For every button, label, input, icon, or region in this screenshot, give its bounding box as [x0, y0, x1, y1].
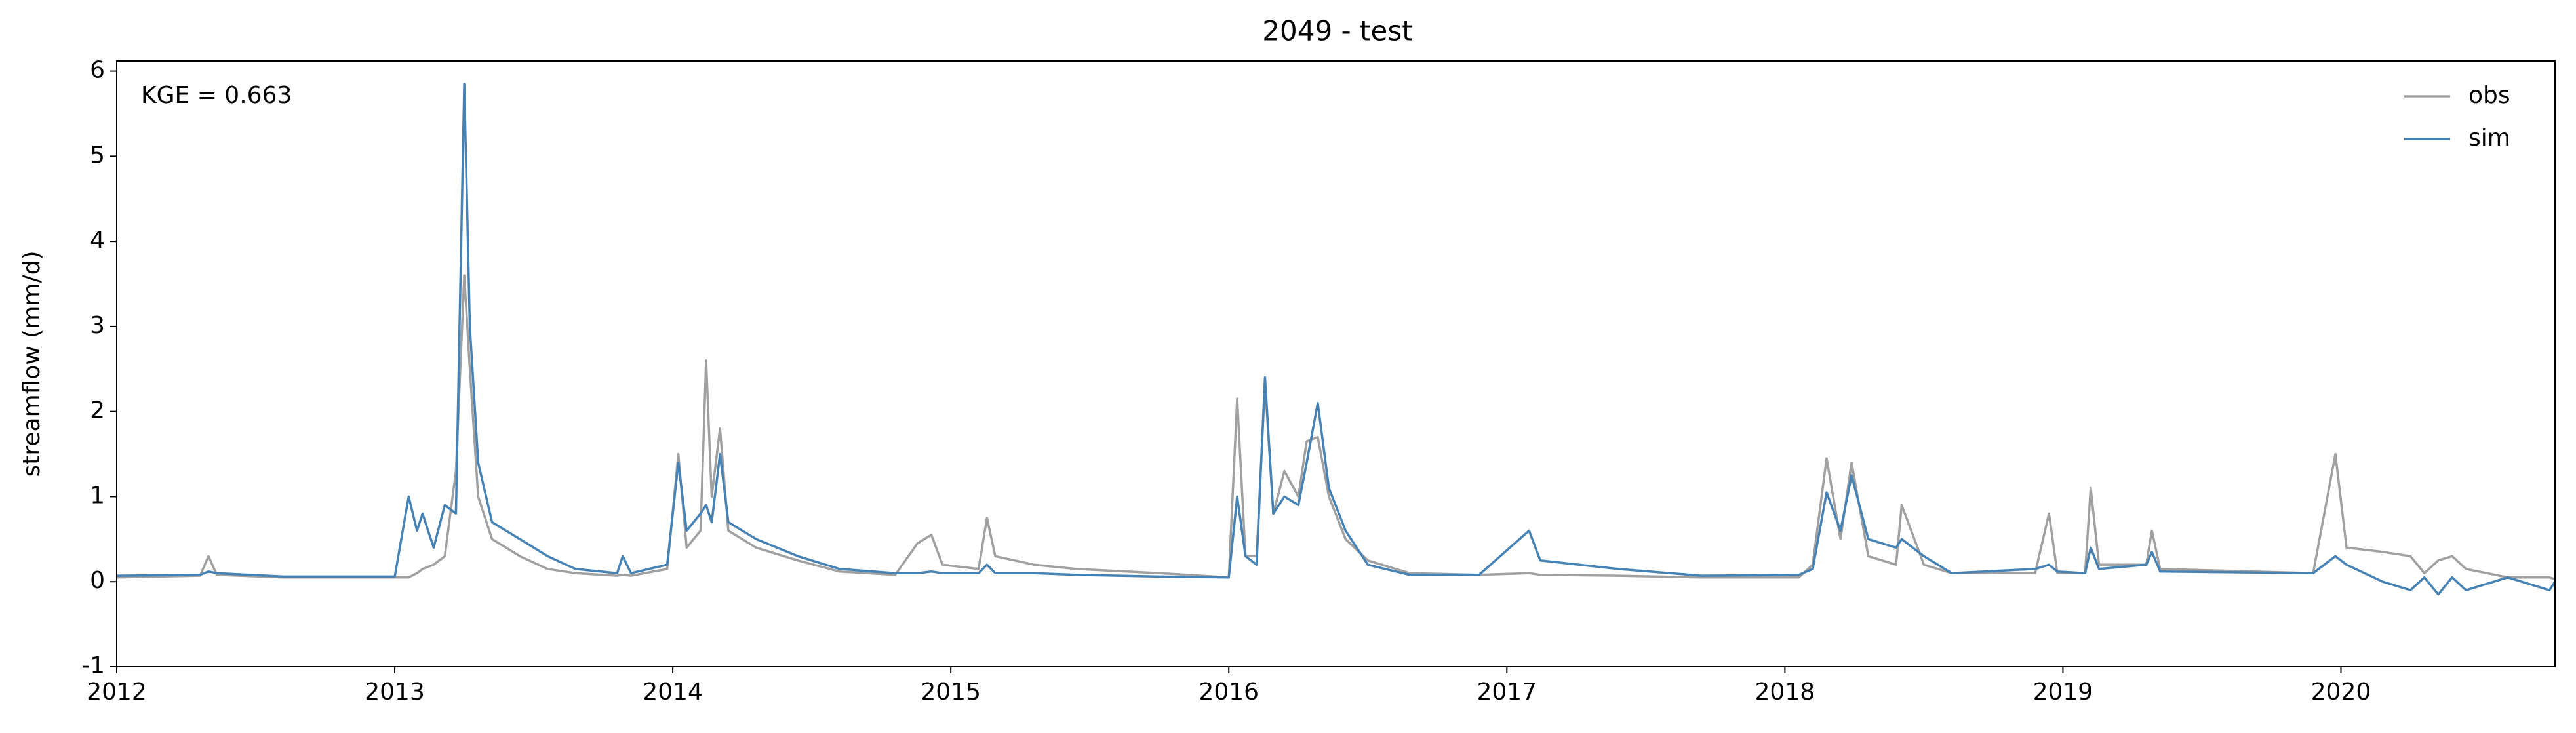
x-tick-label: 2020: [2311, 679, 2371, 705]
y-tick-label: -1: [81, 652, 105, 679]
legend-label: obs: [2468, 82, 2510, 109]
x-tick-label: 2018: [1755, 679, 1815, 705]
y-axis-label: streamflow (mm/d): [18, 251, 45, 477]
axes-frame: [116, 60, 2556, 667]
y-tick-label: 2: [90, 397, 105, 424]
series-line: [116, 274, 2556, 580]
x-tick-label: 2019: [2033, 679, 2093, 705]
legend-label: sim: [2468, 125, 2510, 151]
y-tick-label: 1: [90, 482, 105, 509]
annotation: KGE = 0.663: [141, 82, 292, 109]
y-tick-label: 3: [90, 312, 105, 339]
y-tick-label: 4: [90, 227, 105, 254]
x-tick-label: 2013: [365, 679, 425, 705]
x-tick-label: 2015: [921, 679, 981, 705]
y-tick-label: 0: [90, 567, 105, 594]
y-tick-label: 5: [90, 142, 105, 168]
x-tick-label: 2017: [1476, 679, 1537, 705]
chart-title: 2049 - test: [1262, 15, 1412, 47]
series-line: [116, 83, 2556, 596]
y-tick-label: 6: [90, 57, 105, 84]
x-tick-label: 2016: [1199, 679, 1259, 705]
x-tick-label: 2014: [643, 679, 703, 705]
x-tick-label: 2012: [87, 679, 147, 705]
